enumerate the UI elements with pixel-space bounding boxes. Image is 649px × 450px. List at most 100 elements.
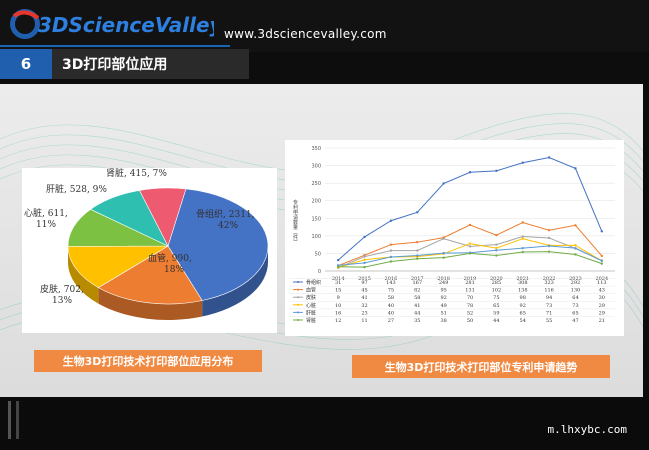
- pie-side-2: [68, 246, 99, 304]
- pie-label-kidney-value: 415: [129, 169, 147, 179]
- site-url: www.3dsciencevalley.com: [224, 27, 387, 41]
- y-tick-4: 200: [311, 199, 321, 205]
- series-0-point-6: [495, 169, 498, 173]
- table-cell-2-1: 41: [361, 295, 367, 301]
- table-cell-4-1: 23: [361, 310, 367, 316]
- pie-label-skin: 皮肤, 702, 13%: [40, 285, 84, 306]
- table-cell-4-3: 44: [414, 310, 420, 316]
- table-cell-0-7: 308: [518, 280, 528, 286]
- x-tick-6: 2020: [490, 276, 503, 282]
- table-cell-0-10: 113: [597, 280, 607, 286]
- table-cell-2-10: 30: [599, 295, 605, 301]
- pie-label-bone: 骨组织, 2311, 42%: [196, 210, 255, 231]
- series-4-point-8: [547, 244, 551, 248]
- pie-label-liver-text: 肝脏: [46, 185, 65, 195]
- y-tick-2: 100: [311, 234, 321, 240]
- table-legend-dot-4: [297, 311, 299, 314]
- series-2-point-7: [521, 235, 524, 238]
- table-cell-4-0: 16: [335, 310, 341, 316]
- y-tick-3: 150: [311, 216, 321, 222]
- table-cell-5-4: 38: [440, 318, 446, 324]
- series-4-point-3: [416, 254, 419, 257]
- series-4-point-2: [389, 255, 393, 259]
- table-legend-dot-3: [297, 303, 299, 306]
- table-cell-5-2: 27: [388, 318, 394, 324]
- table-cell-5-6: 44: [493, 318, 499, 324]
- pie-slice-5: [139, 187, 187, 247]
- table-cell-1-2: 75: [388, 288, 394, 294]
- pie-slice-1: [97, 245, 203, 305]
- table-cell-5-9: 47: [572, 318, 578, 324]
- pie-label-vessel-value: 990: [171, 254, 189, 264]
- table-cell-1-9: 130: [571, 288, 581, 294]
- table-cell-3-5: 78: [467, 303, 473, 309]
- table-cell-4-5: 52: [467, 310, 473, 316]
- series-2-point-2: [389, 249, 393, 252]
- pie-label-heart: 心脏, 611, 11%: [24, 209, 68, 230]
- series-1-point-8: [547, 229, 551, 232]
- table-legend-dot-1: [297, 288, 299, 291]
- series-0-point-2: [389, 219, 393, 222]
- pie-label-bone-value: 2311: [228, 210, 252, 220]
- series-0-point-1: [363, 235, 366, 239]
- table-legend-dot-0: [297, 281, 299, 283]
- series-2-point-1: [363, 255, 366, 258]
- x-tick-1: 2015: [358, 276, 371, 282]
- table-series-name-2: 皮肤: [306, 294, 316, 301]
- series-3-point-7: [521, 237, 524, 240]
- table-cell-0-9: 292: [571, 280, 581, 286]
- logo: 3DScienceValley: [10, 9, 214, 39]
- table-cell-1-10: 43: [599, 288, 605, 294]
- series-0-point-9: [574, 167, 577, 170]
- series-2-point-6: [495, 243, 498, 246]
- table-cell-0-1: 97: [361, 280, 367, 286]
- pie-label-bone-pct: 42%: [218, 221, 239, 231]
- pie-label-kidney-text: 肾脏: [106, 169, 125, 179]
- pie-label-kidney: 肾脏, 415, 7%: [106, 169, 167, 179]
- x-tick-3: 2017: [411, 276, 424, 282]
- pie-label-kidney-pct: 7%: [152, 169, 167, 179]
- series-0-point-10: [600, 230, 604, 233]
- table-cell-3-6: 65: [493, 303, 499, 309]
- series-1-point-3: [416, 240, 419, 244]
- series-5-point-1: [363, 265, 366, 269]
- series-2-point-8: [547, 236, 551, 240]
- pie-label-heart-text: 心脏: [24, 209, 43, 219]
- table-cell-3-3: 41: [414, 303, 420, 309]
- table-cell-3-0: 10: [335, 303, 341, 309]
- pie-label-bone-text: 骨组织: [196, 210, 224, 220]
- table-cell-4-4: 51: [440, 310, 446, 316]
- table-cell-5-3: 35: [414, 318, 420, 324]
- table-cell-4-7: 65: [520, 310, 526, 316]
- x-tick-5: 2019: [464, 276, 477, 282]
- series-line-4: [338, 245, 603, 266]
- table-legend-dot-5: [297, 319, 299, 321]
- table-cell-5-1: 11: [361, 318, 367, 324]
- table-cell-2-9: 64: [572, 295, 578, 301]
- line-chart: 0 50 100 150 200 250 300 350 专利申请数量（件） 2014 2015 20…: [289, 146, 615, 324]
- pie-label-heart-value: 611: [47, 209, 65, 219]
- series-3-point-9: [574, 244, 577, 247]
- table-cell-0-4: 249: [439, 280, 449, 286]
- pie-label-skin-pct: 13%: [52, 296, 73, 306]
- table-cell-3-7: 92: [520, 303, 526, 309]
- table-cell-2-7: 98: [520, 295, 526, 301]
- y-tick-7: 350: [311, 146, 321, 152]
- series-5-point-9: [574, 253, 577, 256]
- series-5-point-2: [389, 260, 393, 263]
- table-cell-1-4: 95: [440, 288, 446, 294]
- table-cell-2-0: 9: [337, 295, 340, 301]
- table-cell-2-5: 70: [467, 295, 473, 301]
- table-cell-1-8: 116: [544, 288, 554, 294]
- table-legend-dot-2: [297, 296, 299, 299]
- table-cell-0-8: 323: [544, 280, 554, 286]
- x-tick-0: 2014: [332, 276, 345, 282]
- table-cell-3-8: 73: [546, 303, 552, 309]
- table-cell-0-5: 281: [465, 280, 475, 286]
- y-tick-6: 300: [311, 164, 321, 170]
- section-title: 3D打印部位应用: [52, 49, 249, 79]
- y-axis-label: 专利申请数量（件）: [292, 199, 298, 245]
- pie-slice-2: [67, 245, 170, 288]
- table-cell-4-8: 71: [546, 310, 552, 316]
- table-cell-0-2: 143: [386, 280, 396, 286]
